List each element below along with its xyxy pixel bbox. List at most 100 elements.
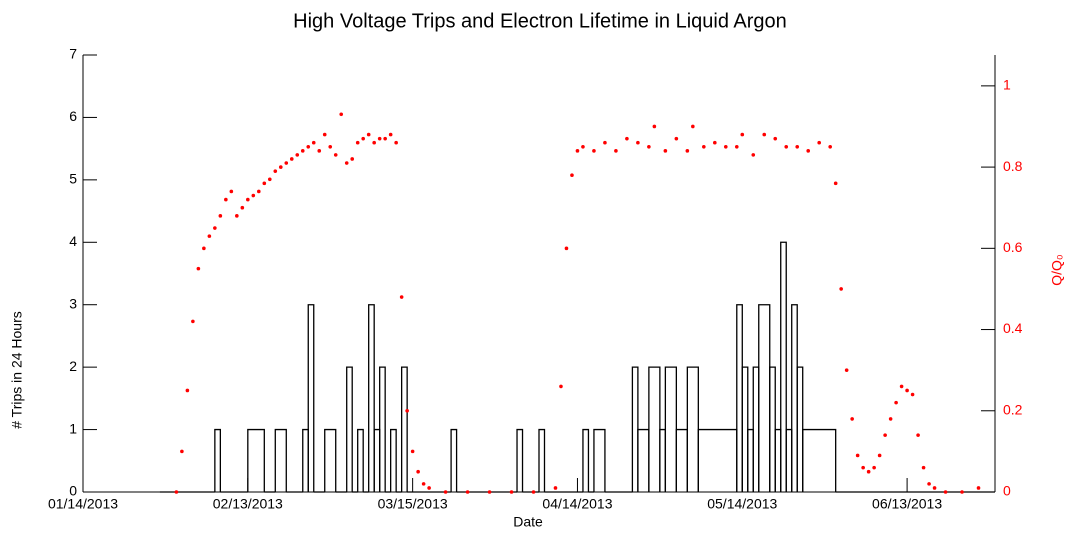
scatter-point <box>905 388 909 393</box>
scatter-point <box>652 124 657 129</box>
scatter-point <box>278 165 283 169</box>
histogram-bin <box>302 428 309 492</box>
scatter-point <box>339 112 344 117</box>
x-tick-label: 04/14/2013 <box>542 496 612 512</box>
scatter-point <box>487 490 492 494</box>
scatter-point <box>795 144 800 149</box>
scatter-point <box>866 469 871 474</box>
scatter-point <box>394 140 398 145</box>
scatter-point <box>702 144 706 149</box>
scatter-point <box>421 482 426 486</box>
histogram-bin <box>774 428 782 492</box>
y-tick-label: 5 <box>69 171 77 187</box>
scatter-point <box>262 181 267 186</box>
histogram-bin <box>637 428 650 492</box>
histogram-bin <box>631 366 639 492</box>
scatter-point <box>647 144 651 149</box>
scatter-point <box>762 132 767 137</box>
histogram-bin <box>368 304 375 492</box>
histogram-bin <box>758 304 771 492</box>
scatter-point <box>575 149 580 153</box>
histogram-bin <box>752 366 760 492</box>
scatter-point <box>833 181 838 186</box>
histogram-bin <box>307 304 315 492</box>
histogram-bin <box>675 428 688 492</box>
scatter-point <box>740 132 745 137</box>
y-tick-label: 2 <box>69 358 77 374</box>
scatter-point <box>207 234 212 238</box>
scatter-point <box>960 490 964 494</box>
scatter-point <box>932 486 937 490</box>
scatter-point <box>196 266 201 271</box>
x-tick-label: 05/14/2013 <box>707 496 777 512</box>
histogram-bin <box>664 366 677 492</box>
scatter-point <box>405 408 409 413</box>
histogram-bin <box>357 428 364 492</box>
scatter-point <box>910 392 915 397</box>
scatter-point <box>899 384 904 389</box>
scatter-point <box>894 400 898 405</box>
histogram-bin <box>785 428 793 492</box>
scatter-point <box>191 319 195 324</box>
scatter-point <box>300 149 305 153</box>
y-axis-label: # Trips in 24 Hours <box>9 311 25 429</box>
histogram-bin <box>379 366 386 492</box>
scatter-point <box>366 132 371 137</box>
scatter-point <box>921 465 926 470</box>
scatter-point <box>773 136 778 141</box>
scatter-point <box>289 157 294 161</box>
scatter-point <box>877 453 882 458</box>
x-tick-label: 02/13/2013 <box>213 496 283 512</box>
y-tick-label: 6 <box>69 108 77 124</box>
y-tick-label: 0 <box>69 483 77 499</box>
histogram-bin <box>741 366 749 492</box>
scatter-point <box>844 368 849 372</box>
scatter-point <box>850 417 854 421</box>
scatter-point <box>674 136 679 141</box>
scatter-point <box>531 490 536 494</box>
scatter-point <box>377 136 382 141</box>
scatter-point <box>344 161 349 165</box>
x-axis-label: Date <box>513 514 543 530</box>
scatter-point <box>943 490 948 494</box>
scatter-point <box>246 197 250 202</box>
scatter-point <box>180 449 184 454</box>
y2-tick-label: 0.6 <box>1003 239 1023 255</box>
histogram-bin <box>214 428 221 492</box>
y2-axis-label: Q/Q₀ <box>1049 254 1065 286</box>
scatter-point <box>224 197 228 202</box>
y2-tick-label: 0.8 <box>1003 158 1023 174</box>
scatter-point <box>603 140 607 145</box>
histogram-bin <box>373 428 381 492</box>
scatter-point <box>240 205 245 210</box>
histogram-bin <box>736 304 743 492</box>
scatter-point <box>443 490 448 494</box>
scatter-point <box>361 136 365 141</box>
y-tick-label: 7 <box>69 46 77 62</box>
scatter-point <box>185 388 190 393</box>
histogram-bin <box>582 428 590 492</box>
histogram-bin <box>593 428 606 492</box>
histogram-bin <box>247 428 265 492</box>
scatter-point <box>235 214 239 218</box>
scatter-point <box>553 486 558 490</box>
scatter-point <box>713 140 717 145</box>
scatter-point <box>328 144 333 149</box>
scatter-point <box>888 417 893 421</box>
scatter-point <box>855 453 860 458</box>
histogram-bin <box>538 428 546 492</box>
histogram-bin <box>769 366 776 492</box>
scatter-point <box>427 486 431 490</box>
scatter-point <box>614 149 618 153</box>
scatter-point <box>410 449 415 454</box>
scatter-point <box>355 140 360 145</box>
x-tick-label: 03/15/2013 <box>378 496 448 512</box>
y-tick-label: 1 <box>69 420 77 436</box>
histogram-bin <box>697 428 738 492</box>
scatter-point <box>861 465 865 470</box>
histogram-bin <box>390 428 397 492</box>
scatter-point <box>734 144 739 149</box>
scatter-point <box>372 140 376 145</box>
scatter-point <box>350 157 355 161</box>
